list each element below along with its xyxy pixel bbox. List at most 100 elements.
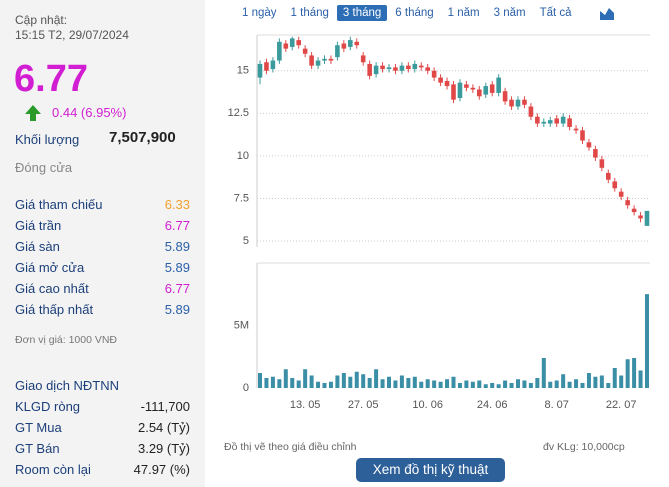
foreign-value: 47.97 (%) <box>133 462 190 477</box>
candle-body <box>335 45 340 58</box>
volume-bar <box>457 383 462 388</box>
volume-bar <box>283 369 288 388</box>
candle-body <box>489 84 495 93</box>
price-row: Giá thấp nhất 5.89 <box>15 302 190 317</box>
volume-bar <box>432 380 437 388</box>
candle-body <box>328 58 334 61</box>
foreign-title: Giao dịch NĐTNN <box>15 378 120 393</box>
volume-bar <box>367 378 372 388</box>
candle-body <box>451 84 456 100</box>
foreign-label: Room còn lại <box>15 462 91 477</box>
candle-body <box>457 82 463 99</box>
y-tick-label: 15 <box>237 65 249 77</box>
updated-time: 15:15 T2, 29/07/2024 <box>15 28 129 42</box>
candle-body <box>606 172 611 180</box>
x-tick-label: 24. 06 <box>477 399 508 411</box>
volume-bar <box>438 381 443 388</box>
candle-body <box>554 118 559 124</box>
candle-body <box>547 120 553 124</box>
tech-chart-button[interactable]: Xem đồ thị kỹ thuật <box>356 458 505 482</box>
candle-body <box>522 99 527 105</box>
range-tab[interactable]: 3 năm <box>493 7 526 19</box>
range-tab[interactable]: Tất cả <box>539 7 572 19</box>
volume-bar <box>593 376 598 388</box>
volume-bar <box>586 373 591 388</box>
volume-label: Khối lượng <box>15 132 80 147</box>
candle-body <box>580 130 585 141</box>
volume-bar <box>309 375 314 388</box>
range-tab[interactable]: 1 năm <box>447 7 480 19</box>
volume-bar <box>574 379 579 388</box>
volume-bar <box>541 358 546 388</box>
candle-body <box>631 208 637 213</box>
candle-body <box>322 58 327 61</box>
foreign-value: 3.29 (Tỷ) <box>137 441 190 456</box>
price-value: 5.89 <box>164 239 190 254</box>
volume-bar <box>399 375 404 388</box>
volume-bar <box>606 383 611 388</box>
y-tick-label: 0 <box>243 382 249 394</box>
candle-body <box>509 99 514 107</box>
volume-bar <box>328 381 333 388</box>
candle-body <box>348 40 353 47</box>
candle-body <box>599 159 605 168</box>
y-tick-label: 12.5 <box>228 107 249 119</box>
volume: 7,507,900 <box>109 129 176 146</box>
candle-body <box>360 55 366 63</box>
price-label: Giá trần <box>15 218 62 233</box>
footer-note: Đồ thị vẽ theo giá điều chỉnh <box>224 441 357 453</box>
candle-body <box>393 67 398 71</box>
unit-note: Đơn vị giá: 1000 VNĐ <box>15 334 118 346</box>
candle-body <box>541 121 547 124</box>
candle-body <box>289 38 295 47</box>
volume-bar <box>264 378 269 388</box>
price-value: 6.77 <box>164 218 190 233</box>
candle-body <box>309 55 314 66</box>
y-tick-label: 5M <box>234 319 249 331</box>
volume-bar <box>316 381 321 388</box>
range-tab[interactable]: 3 tháng <box>336 5 388 21</box>
volume-bar <box>290 378 295 388</box>
x-tick-label: 10. 06 <box>412 399 443 411</box>
candle-body <box>612 181 618 189</box>
price: 6.77 <box>14 58 88 100</box>
price-value: 5.89 <box>164 302 190 317</box>
candle-body <box>496 77 501 93</box>
volume-bar <box>509 383 514 388</box>
volume-bar <box>341 373 346 388</box>
range-tab[interactable]: 6 tháng <box>395 7 434 19</box>
volume-bar <box>548 381 553 388</box>
volume-bar <box>277 379 282 388</box>
candle-body <box>412 63 418 70</box>
candle-body <box>373 65 379 75</box>
volume-bar <box>361 374 366 388</box>
foreign-value: 2.54 (Tỷ) <box>137 420 190 435</box>
volume-bar <box>516 379 520 388</box>
volume-bar <box>535 378 540 388</box>
foreign-row: Room còn lại 47.97 (%) <box>15 462 190 477</box>
status: Đóng cửa <box>15 160 73 175</box>
volume-bar <box>258 373 262 388</box>
range-tab[interactable]: 1 ngày <box>242 7 277 19</box>
candle-body <box>535 116 540 124</box>
x-tick-label: 13. 05 <box>290 399 321 411</box>
candle-body <box>567 118 572 127</box>
volume-bar <box>490 383 495 388</box>
candle-body <box>573 128 579 131</box>
candle-body <box>296 40 301 46</box>
candle-body <box>618 191 624 197</box>
price-value: 6.33 <box>164 197 190 212</box>
volume-bar <box>554 380 559 388</box>
range-tab[interactable]: 1 tháng <box>290 7 329 19</box>
candle-body <box>399 65 405 71</box>
volume-bar <box>393 380 398 388</box>
candle-body <box>593 149 598 158</box>
volume-bar <box>483 384 488 388</box>
y-tick-label: 7.5 <box>234 192 249 204</box>
foreign-row: GT Mua 2.54 (Tỷ) <box>15 420 190 435</box>
chart-icon[interactable] <box>599 5 615 21</box>
volume-bar <box>561 374 566 388</box>
candle-body <box>418 65 424 68</box>
candle-body <box>470 87 476 90</box>
candle-body <box>315 60 321 66</box>
